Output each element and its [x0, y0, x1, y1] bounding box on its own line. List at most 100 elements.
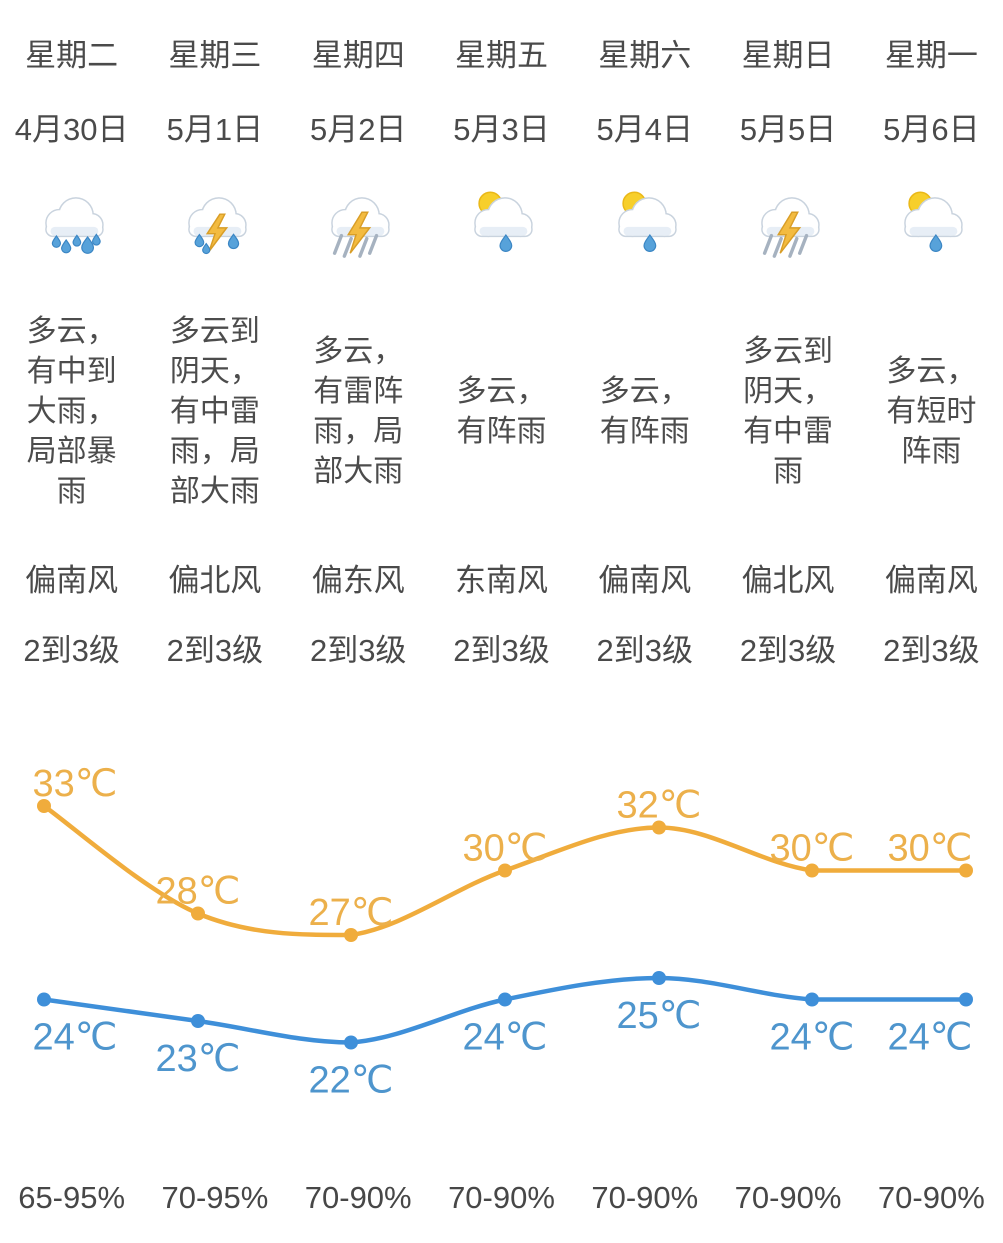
high-temp-point [191, 906, 205, 921]
humidity-range: 70-90% [304, 1180, 412, 1215]
low-temp-label: 22℃ [309, 1060, 394, 1102]
wind-level: 2到3级 [883, 632, 980, 668]
day-column: 星期二 4月30日 多云，有中到大雨，局部暴雨 偏南风 2到3级 [0, 14, 143, 682]
weather-description: 多云，有短时阵雨 [886, 355, 977, 468]
sun-cloud-shower-icon [474, 191, 534, 252]
sun-cloud-shower-icon [904, 191, 964, 252]
forecast-grid: 星期二 4月30日 多云，有中到大雨，局部暴雨 偏南风 2到3级 星期三 5月1… [0, 14, 1003, 682]
wind-direction: 东南风 [454, 562, 548, 598]
weather-icon [860, 162, 1003, 282]
weather-icon [430, 162, 573, 282]
wind-level: 2到3级 [166, 632, 264, 668]
wind-level: 2到3级 [596, 632, 694, 668]
day-column: 星期五 5月3日 多云，有阵雨 东南风 2到3级 [430, 14, 573, 682]
low-temp-point [652, 971, 666, 985]
weather-description-box: 多云到阴天，有中雷雨 [716, 282, 859, 542]
humidity-range: 65-95% [18, 1180, 126, 1215]
date-label: 5月6日 [883, 111, 980, 147]
high-temp-label: 30℃ [888, 828, 973, 870]
weekday-label: 星期三 [168, 37, 262, 73]
high-temp-line [41, 803, 969, 938]
temperature-chart: 33℃ 28℃ 27℃ 30℃ 32℃ 30℃ 30℃ 24℃ 23℃ 22℃ 24℃ 25℃ 24℃ 2… [33, 763, 973, 1102]
weather-description: 多云，有阵雨 [456, 375, 547, 448]
low-temp-label: 25℃ [617, 995, 702, 1037]
weekday-label: 星期二 [25, 37, 119, 73]
cloud-heavy-rain-icon [44, 197, 104, 254]
day-column: 星期日 5月5日 多云到阴天，有中雷雨 偏北风 2到3级 [716, 14, 859, 682]
high-temp-label: 32℃ [617, 785, 702, 827]
high-temp-point [498, 863, 512, 878]
weather-icon [716, 162, 859, 282]
sun-cloud-shower-icon [617, 191, 677, 252]
weather-icon [143, 162, 286, 282]
weather-description: 多云到阴天，有中雷雨 [743, 335, 834, 488]
weather-description-box: 多云，有阵雨 [430, 282, 573, 542]
date-label: 5月2日 [309, 111, 407, 147]
weather-description-box: 多云到阴天，有中雷雨，局部大雨 [143, 282, 286, 542]
wind-level: 2到3级 [309, 632, 407, 668]
weather-description: 多云，有雷阵雨，局部大雨 [313, 335, 404, 488]
date-label: 4月30日 [14, 111, 129, 147]
cloud-thunderstorm-icon [331, 197, 390, 258]
wind-direction: 偏南风 [25, 562, 119, 598]
high-temp-label: 33℃ [33, 763, 118, 805]
day-column: 星期一 5月6日 多云，有短时阵雨 偏南风 2到3级 [860, 14, 1003, 682]
humidity-row: 65-95% 70-95% 70-90% 70-90% 70-90% 70-90… [0, 1178, 1003, 1218]
low-temp-point [805, 992, 819, 1007]
high-temp-label: 28℃ [156, 871, 241, 913]
day-column: 星期三 5月1日 多云到阴天，有中雷雨，局部大雨 偏北风 2到3级 [143, 14, 286, 682]
high-temp-label: 27℃ [309, 892, 394, 934]
weather-description-box: 多云，有阵雨 [573, 282, 716, 542]
low-temp-line [41, 975, 969, 1045]
wind-direction: 偏东风 [311, 562, 405, 598]
low-temp-label: 24℃ [33, 1017, 118, 1059]
low-temp-point [498, 992, 512, 1007]
day-column: 星期四 5月2日 多云，有雷阵雨，局部大雨 偏东风 2到3级 [287, 14, 430, 682]
weather-icon [287, 162, 430, 282]
weather-description: 多云到阴天，有中雷雨，局部大雨 [169, 315, 260, 508]
high-temp-point [959, 863, 973, 878]
wind-direction: 偏南风 [884, 562, 978, 598]
high-temp-point [652, 820, 666, 835]
wind-direction: 偏北风 [741, 562, 835, 598]
date-label: 5月5日 [739, 111, 837, 147]
date-label: 5月3日 [453, 111, 550, 147]
low-temp-label: 24℃ [463, 1017, 548, 1059]
cloud-thunderstorm-icon [761, 197, 820, 258]
humidity-range: 70-90% [591, 1180, 699, 1215]
low-temp-point [191, 1014, 205, 1028]
high-temp-label: 30℃ [770, 828, 855, 870]
humidity-range: 70-90% [448, 1180, 555, 1215]
high-temp-label: 30℃ [463, 828, 548, 870]
cloud-thunder-rain-icon [188, 197, 247, 255]
low-temp-label: 24℃ [888, 1017, 973, 1059]
low-temp-point [37, 992, 51, 1007]
day-column: 星期六 5月4日 多云，有阵雨 偏南风 2到3级 [573, 14, 716, 682]
weekday-label: 星期四 [311, 37, 405, 73]
low-temp-point [344, 1035, 358, 1050]
weekday-label: 星期六 [598, 37, 692, 73]
date-label: 5月4日 [596, 111, 694, 147]
weather-description: 多云，有中到大雨，局部暴雨 [26, 315, 117, 508]
high-temp-point [805, 863, 819, 878]
high-temp-point [37, 799, 51, 813]
wind-level: 2到3级 [739, 632, 837, 668]
weather-description-box: 多云，有中到大雨，局部暴雨 [0, 282, 143, 542]
wind-direction: 偏南风 [598, 562, 692, 598]
weather-icon [573, 162, 716, 282]
low-temp-point [959, 992, 973, 1007]
weekday-label: 星期一 [884, 37, 978, 73]
humidity-range: 70-90% [877, 1180, 985, 1215]
wind-direction: 偏北风 [168, 562, 262, 598]
weather-description-box: 多云，有短时阵雨 [860, 282, 1003, 542]
date-label: 5月1日 [166, 111, 264, 147]
weather-description-box: 多云，有雷阵雨，局部大雨 [287, 282, 430, 542]
weekday-label: 星期日 [741, 37, 835, 73]
low-temp-label: 23℃ [156, 1038, 241, 1080]
humidity-range: 70-90% [734, 1180, 842, 1215]
wind-level: 2到3级 [23, 632, 120, 668]
wind-level: 2到3级 [453, 632, 550, 668]
weather-description: 多云，有阵雨 [599, 375, 690, 448]
weather-icon [0, 162, 143, 282]
